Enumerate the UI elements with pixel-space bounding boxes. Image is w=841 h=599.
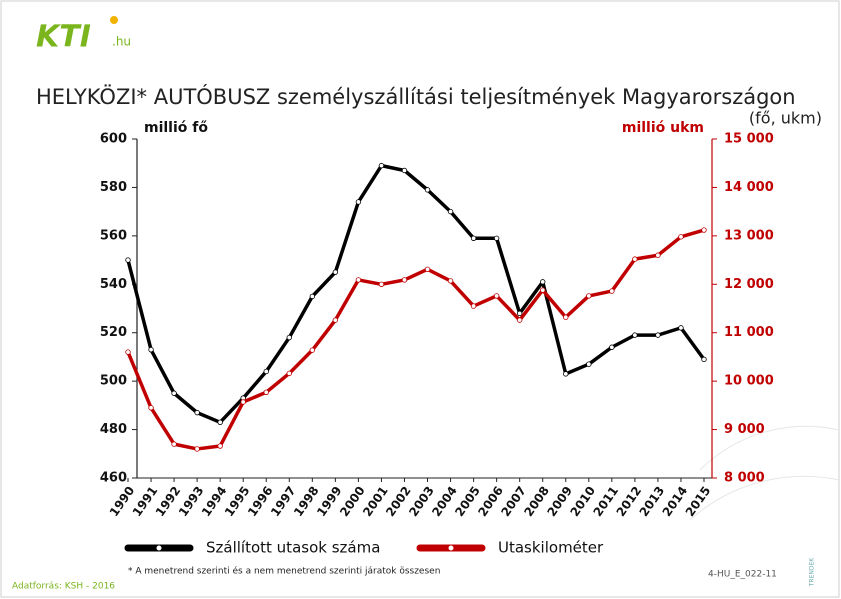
point	[470, 235, 477, 241]
point	[217, 443, 223, 449]
point	[355, 277, 362, 283]
point	[148, 405, 154, 411]
point	[563, 314, 569, 320]
point	[217, 419, 223, 426]
point	[540, 287, 546, 293]
point	[563, 371, 569, 377]
point	[286, 370, 292, 377]
series-line	[126, 228, 705, 451]
point	[678, 325, 684, 331]
legend-label: Szállított utasok száma	[206, 539, 380, 557]
point	[447, 208, 454, 215]
point	[447, 278, 454, 284]
point	[632, 332, 638, 338]
point	[632, 256, 638, 262]
logo-dot	[110, 16, 118, 24]
point	[678, 234, 684, 240]
y-axis-label: millió fő	[144, 120, 208, 136]
point	[148, 346, 154, 353]
point	[401, 167, 408, 174]
point	[516, 317, 523, 323]
y2-tick-label: 8 000	[724, 471, 765, 486]
badge: TRENDEK	[809, 557, 816, 588]
point	[516, 310, 523, 317]
point	[609, 344, 615, 350]
y2-tick-label: 10 000	[724, 374, 774, 389]
point	[378, 281, 385, 287]
point	[493, 293, 500, 299]
legend-dot	[448, 545, 454, 551]
chart-title: HELYKÖZI* AUTÓBUSZ személyszállítási tel…	[36, 84, 796, 109]
point	[125, 257, 131, 263]
y2-tick-label: 13 000	[724, 228, 774, 243]
series-line	[126, 163, 706, 425]
y-tick-label: 560	[100, 228, 127, 243]
logo-suffix: .hu	[112, 35, 131, 49]
y2-tick-label: 12 000	[724, 277, 774, 292]
source: Adatforrás: KSH - 2016	[12, 582, 115, 592]
y-tick-label: 520	[100, 325, 127, 340]
y-tick-label: 460	[100, 471, 127, 486]
y-tick-label: 480	[100, 422, 127, 437]
logo: KTI	[36, 20, 91, 55]
point	[493, 235, 500, 241]
point	[194, 446, 200, 452]
point	[424, 187, 431, 193]
point	[655, 332, 661, 338]
point	[309, 347, 316, 353]
point	[609, 288, 615, 294]
point	[240, 399, 246, 405]
footnote: * A menetrend szerinti és a nem menetren…	[128, 566, 440, 577]
decoration	[689, 425, 840, 521]
point	[309, 293, 316, 300]
point	[171, 441, 177, 447]
point	[355, 199, 362, 205]
y2-tick-label: 11 000	[724, 325, 774, 340]
point	[586, 293, 592, 299]
point	[701, 227, 707, 233]
point	[263, 389, 269, 395]
point	[470, 303, 477, 309]
subtitle: (fő, ukm)	[749, 109, 822, 128]
point	[655, 252, 661, 258]
y2-axis-label: millió ukm	[622, 120, 704, 136]
point	[286, 334, 292, 341]
y2-tick-label: 14 000	[724, 180, 774, 195]
y-tick-label: 500	[100, 374, 127, 389]
y-tick-label: 600	[100, 132, 127, 147]
point	[263, 368, 269, 375]
point	[701, 356, 707, 363]
legend-dot	[156, 545, 162, 551]
point	[424, 266, 431, 272]
point	[401, 277, 408, 283]
point	[332, 317, 339, 323]
point	[332, 269, 339, 275]
y2-tick-label: 9 000	[724, 422, 765, 437]
point	[194, 409, 200, 416]
y2-tick-label: 15 000	[724, 132, 774, 147]
point	[378, 162, 385, 169]
y-tick-label: 540	[100, 277, 127, 292]
point	[171, 390, 177, 396]
legend-label: Utaskilométer	[498, 539, 604, 557]
point	[125, 349, 131, 355]
y-tick-label: 580	[100, 180, 127, 195]
code: 4-HU_E_022-11	[708, 570, 777, 580]
point	[540, 279, 546, 285]
point	[586, 361, 592, 367]
